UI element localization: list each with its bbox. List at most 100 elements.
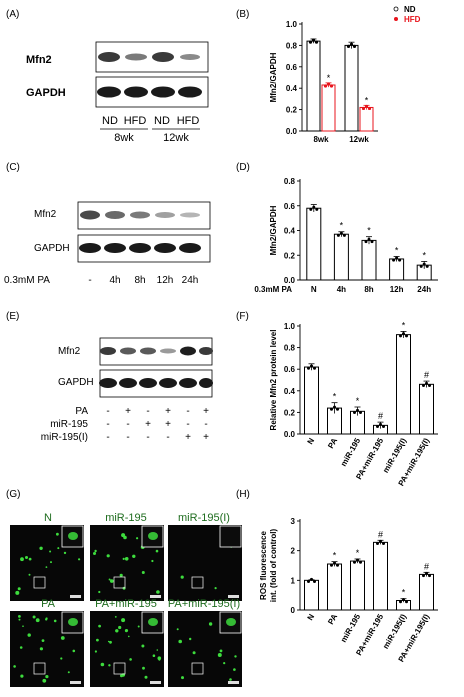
y-tick-label: 2 <box>291 547 296 556</box>
scale-bar <box>150 595 161 598</box>
panel-letter: (F) <box>236 311 249 322</box>
y-tick-label: 0.4 <box>286 84 298 93</box>
y-tick-label: 0.6 <box>284 365 296 374</box>
scale-bar <box>70 595 81 598</box>
band <box>79 243 101 253</box>
y-tick-label: 0.4 <box>284 227 296 236</box>
cell-signal <box>72 649 76 653</box>
cell-signal <box>108 578 111 581</box>
significance-mark: * <box>356 396 360 406</box>
data-point <box>364 104 369 109</box>
data-point <box>376 425 379 429</box>
cell-signal <box>142 666 145 670</box>
band <box>104 243 126 253</box>
cell-signal <box>60 657 63 660</box>
cell-signal <box>137 625 140 628</box>
cell-signal <box>178 639 182 644</box>
band <box>199 378 213 388</box>
panel-c-row-label: 0.3mM PA <box>4 275 50 286</box>
cell-signal <box>141 571 145 574</box>
bar <box>321 84 336 132</box>
cell-signal <box>39 647 44 651</box>
cell-signal <box>107 640 110 643</box>
bar <box>327 563 342 611</box>
cell-signal <box>124 629 129 633</box>
band <box>98 52 120 62</box>
y-tick-label: 3 <box>291 517 296 526</box>
data-point <box>425 571 428 575</box>
data-point <box>336 233 340 237</box>
bar-charts: (B) 0.0 0.2 0.4 0.6 0.8 1.0 Mfn2/GAPDH * 8wk * 12wk… <box>236 5 438 664</box>
legend-marker <box>393 6 399 12</box>
band <box>120 347 136 355</box>
cell-signal <box>121 618 126 623</box>
y-tick-label: 1.0 <box>284 322 296 331</box>
cell-signal <box>32 615 36 619</box>
data-point <box>425 381 428 385</box>
data-point <box>425 264 429 268</box>
chart-f: (F) 0.0 0.2 0.4 0.6 0.8 1.0 Relative Mfn2 prote… <box>236 311 438 488</box>
bar <box>419 383 434 435</box>
group-label: 12wk <box>163 132 189 144</box>
data-point <box>330 407 333 411</box>
cell-signal <box>25 556 28 559</box>
x-tick-label: 12h <box>390 285 404 294</box>
cell-signal <box>60 636 65 640</box>
cell-signal <box>98 590 101 594</box>
cell-signal <box>128 635 130 638</box>
cell-signal <box>229 678 232 681</box>
y-tick-label: 1.0 <box>286 20 298 29</box>
data-point <box>336 407 339 411</box>
cell-signal <box>189 637 192 641</box>
x-tick-label: N <box>306 612 317 622</box>
x-axis-label: 0.3mM PA <box>254 285 292 294</box>
lane-label: 8h <box>134 275 145 286</box>
data-point <box>367 106 372 111</box>
data-point <box>402 598 405 602</box>
y-tick-label: 0.6 <box>284 202 296 211</box>
band <box>130 211 150 219</box>
treatment-mark: - <box>146 406 149 417</box>
cell-signal <box>19 646 23 649</box>
cell-signal <box>214 587 217 590</box>
lane-label: ND <box>154 115 170 127</box>
significance-mark: * <box>365 95 369 105</box>
band <box>159 378 177 388</box>
panel-a: (A) Mfn2 GAPDH ND HFD ND HFD 8wk 12wk <box>6 9 209 144</box>
x-tick-label: miR-195 <box>339 436 363 468</box>
significance-mark: # <box>378 411 383 421</box>
data-point <box>330 563 333 567</box>
cell-signal <box>156 649 159 651</box>
data-point <box>359 560 362 564</box>
zoom-region-box <box>33 576 46 589</box>
chart-h: (H) 0 1 2 3 ROS fluorescence int. (fold of con… <box>236 489 438 664</box>
zoom-region-box <box>191 662 204 675</box>
y-tick-label: 0.8 <box>284 344 296 353</box>
y-tick-label: 1 <box>291 576 296 585</box>
treatment-mark: - <box>204 419 207 430</box>
cell-signal <box>94 549 97 553</box>
data-point <box>382 542 385 546</box>
lane-label: HFD <box>124 115 147 127</box>
bar <box>304 366 319 435</box>
data-point <box>356 408 359 412</box>
band <box>180 54 200 60</box>
lane-label: HFD <box>177 115 200 127</box>
data-point <box>405 600 408 604</box>
band <box>125 53 147 61</box>
cell-signal <box>93 552 96 555</box>
data-point <box>329 84 334 88</box>
cell-signal <box>18 615 21 618</box>
y-axis-label: Relative Mfn2 protein level <box>269 330 278 431</box>
cell-signal <box>192 651 196 655</box>
data-point <box>428 384 431 388</box>
data-point <box>307 580 310 584</box>
panel-e-band-gapdh: GAPDH <box>58 377 94 388</box>
data-point <box>356 558 359 562</box>
scale-bar <box>70 681 81 684</box>
treatment-mark: - <box>106 406 109 417</box>
treatment-row-label: PA <box>75 406 88 417</box>
significance-mark: * <box>333 392 337 402</box>
y-tick-label: 0.2 <box>284 408 296 417</box>
significance-mark: * <box>402 588 406 598</box>
